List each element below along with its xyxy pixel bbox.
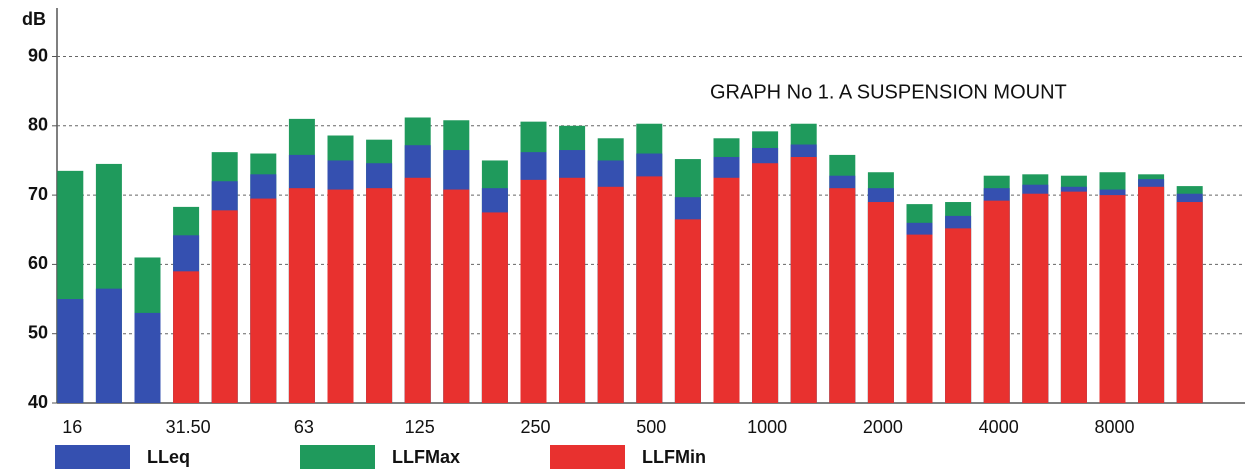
bar bbox=[983, 200, 1010, 403]
bar bbox=[636, 176, 663, 403]
bar bbox=[906, 234, 933, 403]
bar bbox=[1099, 195, 1126, 403]
x-tick-label: 16 bbox=[62, 417, 82, 437]
bar bbox=[945, 228, 972, 403]
bar bbox=[366, 188, 393, 403]
x-tick-label: 63 bbox=[294, 417, 314, 437]
bar bbox=[867, 202, 894, 403]
x-tick-label: 8000 bbox=[1094, 417, 1134, 437]
bar bbox=[443, 189, 470, 403]
bar bbox=[404, 177, 431, 403]
bar bbox=[173, 271, 200, 403]
y-tick-label: 40 bbox=[28, 392, 48, 412]
bar bbox=[288, 188, 315, 403]
bar bbox=[520, 179, 547, 403]
bar bbox=[752, 163, 779, 403]
x-tick-label: 250 bbox=[520, 417, 550, 437]
y-tick-label: 90 bbox=[28, 45, 48, 65]
bar bbox=[1022, 193, 1049, 403]
x-tick-label: 4000 bbox=[979, 417, 1019, 437]
legend-swatch bbox=[300, 445, 375, 469]
bar bbox=[559, 177, 586, 403]
bar bbox=[1176, 202, 1203, 403]
x-tick-label: 2000 bbox=[863, 417, 903, 437]
y-tick-label: 80 bbox=[28, 115, 48, 135]
bar bbox=[674, 219, 701, 403]
x-tick-label: 31.50 bbox=[166, 417, 211, 437]
bar bbox=[250, 198, 277, 403]
y-tick-label: 70 bbox=[28, 184, 48, 204]
bar bbox=[95, 288, 122, 403]
x-tick-label: 500 bbox=[636, 417, 666, 437]
y-tick-label: 60 bbox=[28, 253, 48, 273]
bar bbox=[1060, 191, 1087, 403]
y-tick-label: 50 bbox=[28, 322, 48, 342]
legend-label: LLFMax bbox=[392, 447, 460, 467]
bar bbox=[481, 212, 508, 403]
bar bbox=[211, 210, 238, 403]
legend-swatch bbox=[55, 445, 130, 469]
y-axis-label: dB bbox=[22, 9, 46, 29]
annotation: GRAPH No 1. A SUSPENSION MOUNT bbox=[710, 81, 1067, 103]
legend-label: LLeq bbox=[147, 447, 190, 467]
bar bbox=[829, 188, 856, 403]
legend-label: LLFMin bbox=[642, 447, 706, 467]
bar bbox=[790, 156, 817, 403]
bar bbox=[57, 299, 84, 403]
bar bbox=[134, 312, 161, 403]
x-tick-label: 125 bbox=[405, 417, 435, 437]
bar bbox=[1138, 186, 1165, 403]
bar bbox=[597, 186, 624, 403]
legend-swatch bbox=[550, 445, 625, 469]
x-tick-label: 1000 bbox=[747, 417, 787, 437]
bar bbox=[713, 177, 740, 403]
bar bbox=[327, 189, 354, 403]
